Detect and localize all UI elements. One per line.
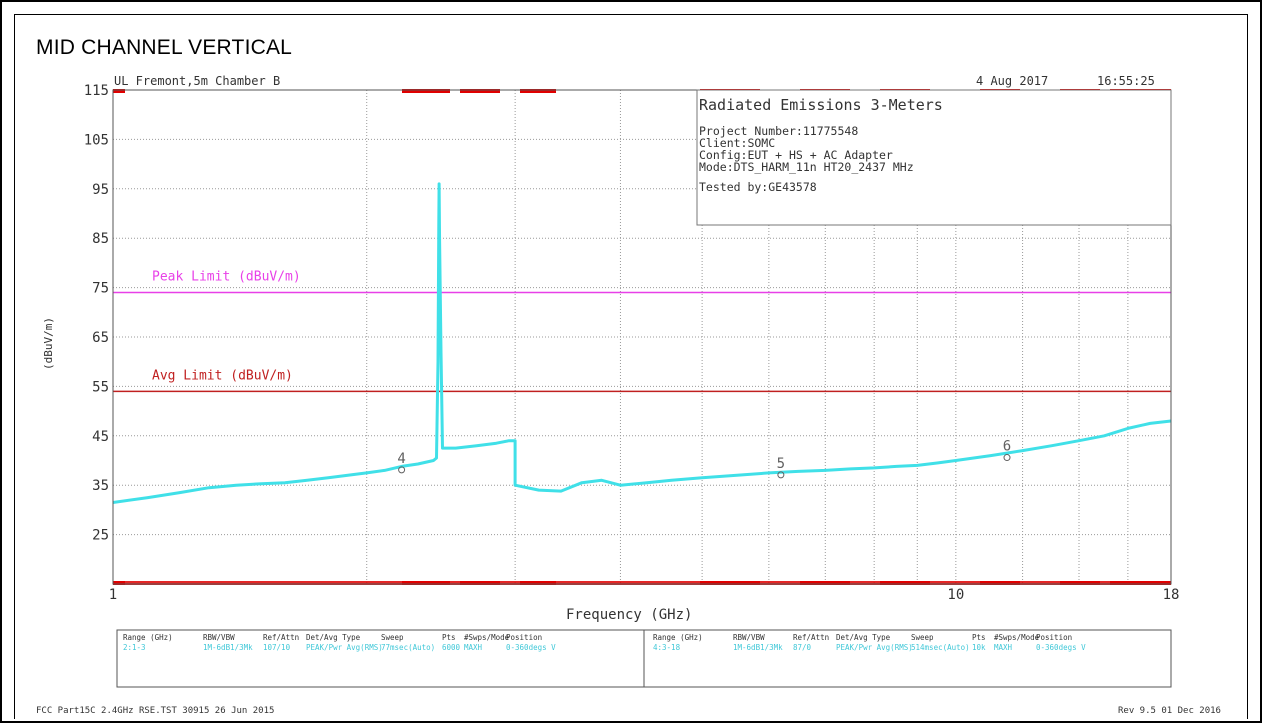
- y-tick-label: 75: [92, 281, 109, 297]
- settings-header: Sweep: [911, 633, 934, 642]
- status-bar-bottom: [113, 581, 1171, 585]
- marker-dot: [1003, 454, 1011, 462]
- settings-value: MAXH: [464, 643, 483, 652]
- settings-table-content: Range (GHz)2:1-3RBW/VBW1M-6dB1/3MkRef/At…: [123, 633, 1086, 652]
- info-line: Project Number:11775548: [699, 124, 858, 138]
- x-tick-label: 18: [1163, 587, 1180, 603]
- status-bar-top: [460, 89, 500, 93]
- info-line: Tested by:GE43578: [699, 180, 817, 194]
- marker-dot: [398, 466, 406, 474]
- settings-header: Position: [506, 633, 542, 642]
- settings-value: 514msec(Auto): [911, 643, 970, 652]
- trace-line: [112, 182, 1172, 504]
- y-tick-label: 105: [84, 132, 109, 148]
- settings-value: 6000: [442, 643, 461, 652]
- settings-value: 1M-6dB1/3Mk: [733, 643, 783, 652]
- settings-header: Det/Avg Type: [836, 633, 891, 642]
- settings-value: 1M-6dB1/3Mk: [203, 643, 253, 652]
- markers-group: 4 5 6: [397, 439, 1011, 479]
- lab-label: UL Fremont,5m Chamber B: [114, 74, 280, 88]
- info-box-title: Radiated Emissions 3-Meters: [699, 96, 943, 114]
- x-tick-label: 10: [947, 587, 964, 603]
- settings-header: RBW/VBW: [203, 633, 235, 642]
- limit-label: Avg Limit (dBuV/m): [152, 368, 293, 383]
- settings-value: 4:3-18: [653, 643, 681, 652]
- settings-value: PEAK/Pwr Avg(RMS): [306, 643, 383, 652]
- settings-value: 0-360degs V: [506, 643, 556, 652]
- status-bar-top: [113, 89, 125, 93]
- status-bar-top: [520, 89, 548, 93]
- status-bar-top: [402, 89, 450, 93]
- settings-header: RBW/VBW: [733, 633, 765, 642]
- y-tick-label: 25: [92, 528, 109, 544]
- settings-header: #Swps/Mode: [464, 633, 510, 642]
- settings-header: Pts: [442, 633, 456, 642]
- settings-header: Range (GHz): [653, 633, 703, 642]
- info-line: Client:SOMC: [699, 136, 775, 150]
- marker-label: 4: [397, 451, 405, 467]
- y-tick-label: 45: [92, 429, 109, 445]
- x-axis-label: Frequency (GHz): [566, 607, 692, 623]
- plot-border: [112, 89, 1172, 585]
- x-tick-label: 1: [109, 587, 117, 603]
- settings-header: Ref/Attn: [793, 633, 829, 642]
- limit-label: Peak Limit (dBuV/m): [152, 270, 301, 285]
- settings-header: Range (GHz): [123, 633, 173, 642]
- settings-value: 107/10: [263, 643, 291, 652]
- settings-header: #Swps/Mode: [994, 633, 1040, 642]
- settings-value: MAXH: [994, 643, 1013, 652]
- y-tick-label: 95: [92, 182, 109, 198]
- grid-lines: [113, 89, 1172, 584]
- marker-dot: [777, 471, 785, 479]
- page-title: MID CHANNEL VERTICAL: [36, 36, 293, 59]
- time-label: 16:55:25: [1097, 74, 1155, 88]
- limit-lines: Peak Limit (dBuV/m) Avg Limit (dBuV/m): [113, 270, 1171, 393]
- marker-label: 5: [777, 456, 785, 472]
- info-line: Mode:DTS_HARM_11n HT20_2437 MHz: [699, 160, 914, 174]
- info-box: [696, 89, 1172, 226]
- settings-value: 77msec(Auto): [381, 643, 435, 652]
- settings-header: Ref/Attn: [263, 633, 299, 642]
- footer-right: Rev 9.5 01 Dec 2016: [1118, 706, 1221, 716]
- y-tick-label: 35: [92, 478, 109, 494]
- y-axis-label: (dBuV/m): [42, 317, 55, 370]
- settings-header: Pts: [972, 633, 986, 642]
- y-tick-label: 55: [92, 379, 109, 395]
- status-bar-top: [548, 89, 556, 93]
- date-label: 4 Aug 2017: [976, 74, 1048, 88]
- marker-label: 6: [1003, 439, 1011, 455]
- settings-header: Position: [1036, 633, 1072, 642]
- settings-value: 10k: [972, 643, 986, 652]
- settings-value: PEAK/Pwr Avg(RMS): [836, 643, 913, 652]
- trace-group: [112, 182, 1172, 504]
- settings-value: 0-360degs V: [1036, 643, 1086, 652]
- y-tick-label: 115: [84, 83, 109, 99]
- y-tick-label: 85: [92, 231, 109, 247]
- settings-header: Sweep: [381, 633, 404, 642]
- settings-value: 87/0: [793, 643, 812, 652]
- settings-header: Det/Avg Type: [306, 633, 361, 642]
- settings-value: 2:1-3: [123, 643, 146, 652]
- footer-left: FCC Part15C 2.4GHz RSE.TST 30915 26 Jun …: [36, 706, 275, 716]
- y-tick-label: 65: [92, 330, 109, 346]
- inner-frame: [14, 14, 1248, 719]
- info-line: Config:EUT + HS + AC Adapter: [699, 148, 893, 162]
